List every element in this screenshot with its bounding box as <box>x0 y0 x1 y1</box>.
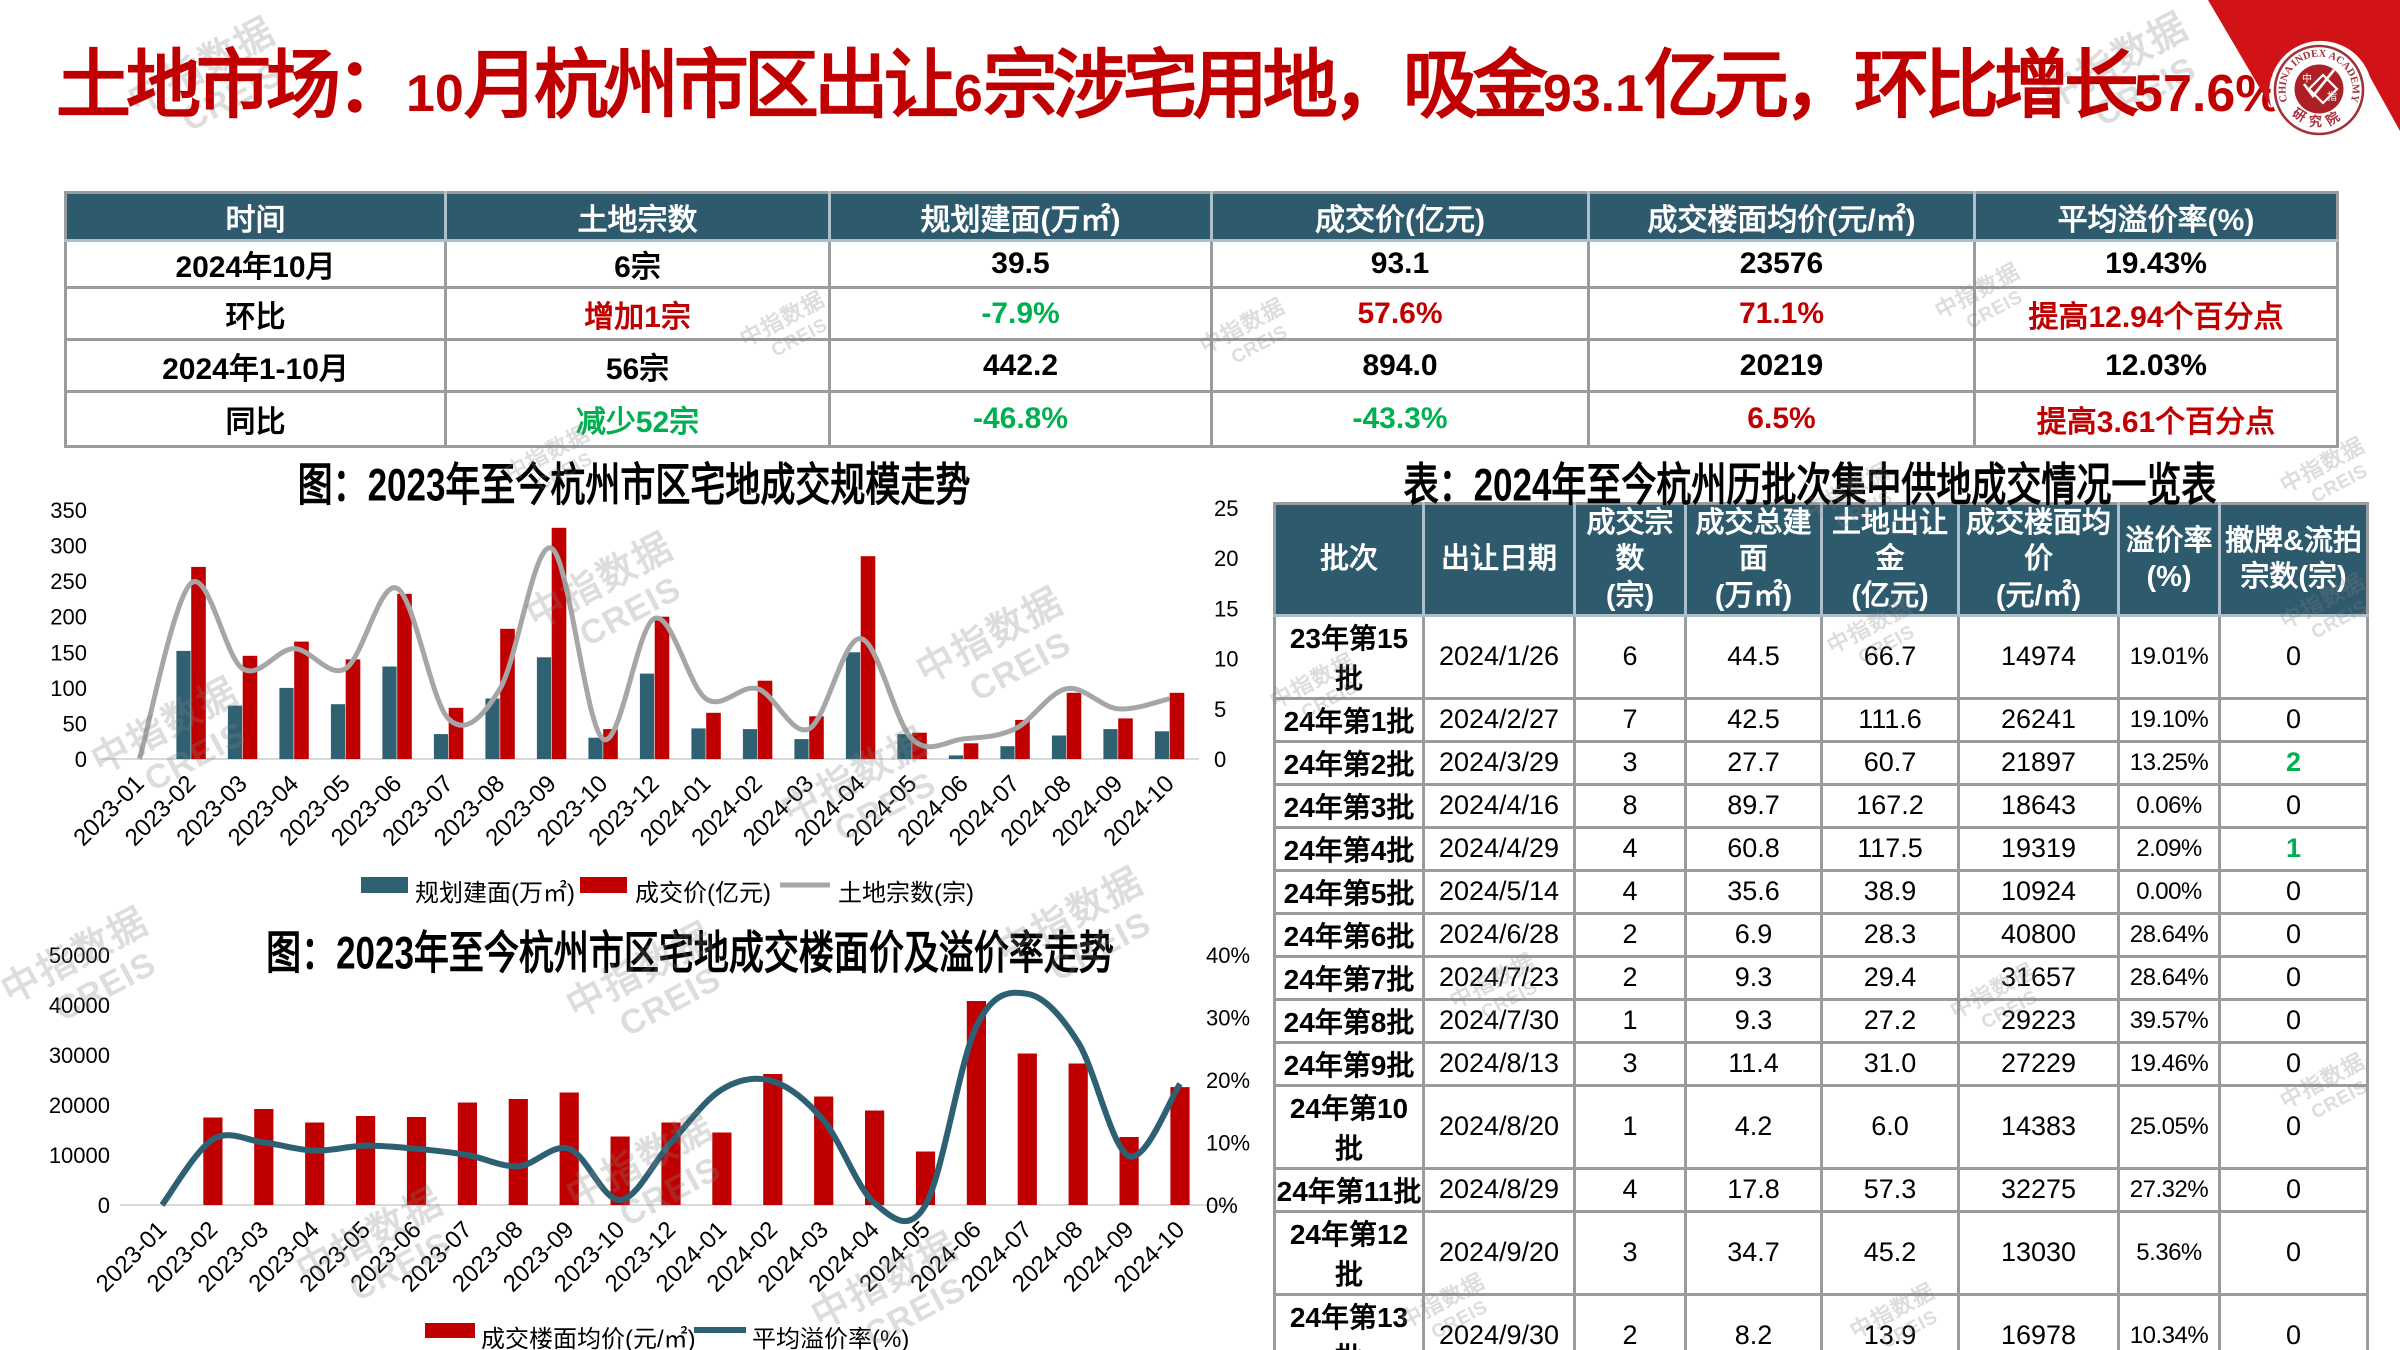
svg-text:成交价(亿元): 成交价(亿元) <box>635 880 771 907</box>
svg-text:250: 250 <box>50 569 87 594</box>
svg-text:30000: 30000 <box>49 1043 110 1068</box>
svg-text:200: 200 <box>50 605 87 630</box>
svg-text:0: 0 <box>75 747 87 772</box>
svg-text:0: 0 <box>98 1193 110 1218</box>
svg-text:20%: 20% <box>1206 1068 1250 1093</box>
svg-text:150: 150 <box>50 640 87 665</box>
svg-text:300: 300 <box>50 534 87 559</box>
svg-text:5: 5 <box>1214 697 1226 722</box>
svg-text:100: 100 <box>50 676 87 701</box>
svg-text:10: 10 <box>1214 647 1238 672</box>
svg-text:15: 15 <box>1214 596 1238 621</box>
svg-text:20000: 20000 <box>49 1093 110 1118</box>
svg-text:成交楼面均价(元/㎡): 成交楼面均价(元/㎡) <box>481 1326 696 1350</box>
svg-text:10000: 10000 <box>49 1143 110 1168</box>
svg-text:平均溢价率(%): 平均溢价率(%) <box>752 1326 909 1350</box>
svg-text:0%: 0% <box>1206 1193 1238 1218</box>
svg-text:50000: 50000 <box>49 943 110 968</box>
svg-text:40000: 40000 <box>49 993 110 1018</box>
svg-text:40%: 40% <box>1206 943 1250 968</box>
svg-text:规划建面(万㎡): 规划建面(万㎡) <box>415 880 575 907</box>
svg-text:中: 中 <box>2302 72 2312 85</box>
svg-text:10%: 10% <box>1206 1131 1250 1156</box>
svg-text:0: 0 <box>1214 747 1226 772</box>
svg-text:350: 350 <box>50 498 87 523</box>
svg-text:土地宗数(宗): 土地宗数(宗) <box>838 880 974 907</box>
svg-text:25: 25 <box>1214 496 1238 521</box>
svg-text:20: 20 <box>1214 546 1238 571</box>
svg-text:30%: 30% <box>1206 1006 1250 1031</box>
svg-text:指: 指 <box>2327 90 2337 103</box>
svg-text:50: 50 <box>63 711 87 736</box>
